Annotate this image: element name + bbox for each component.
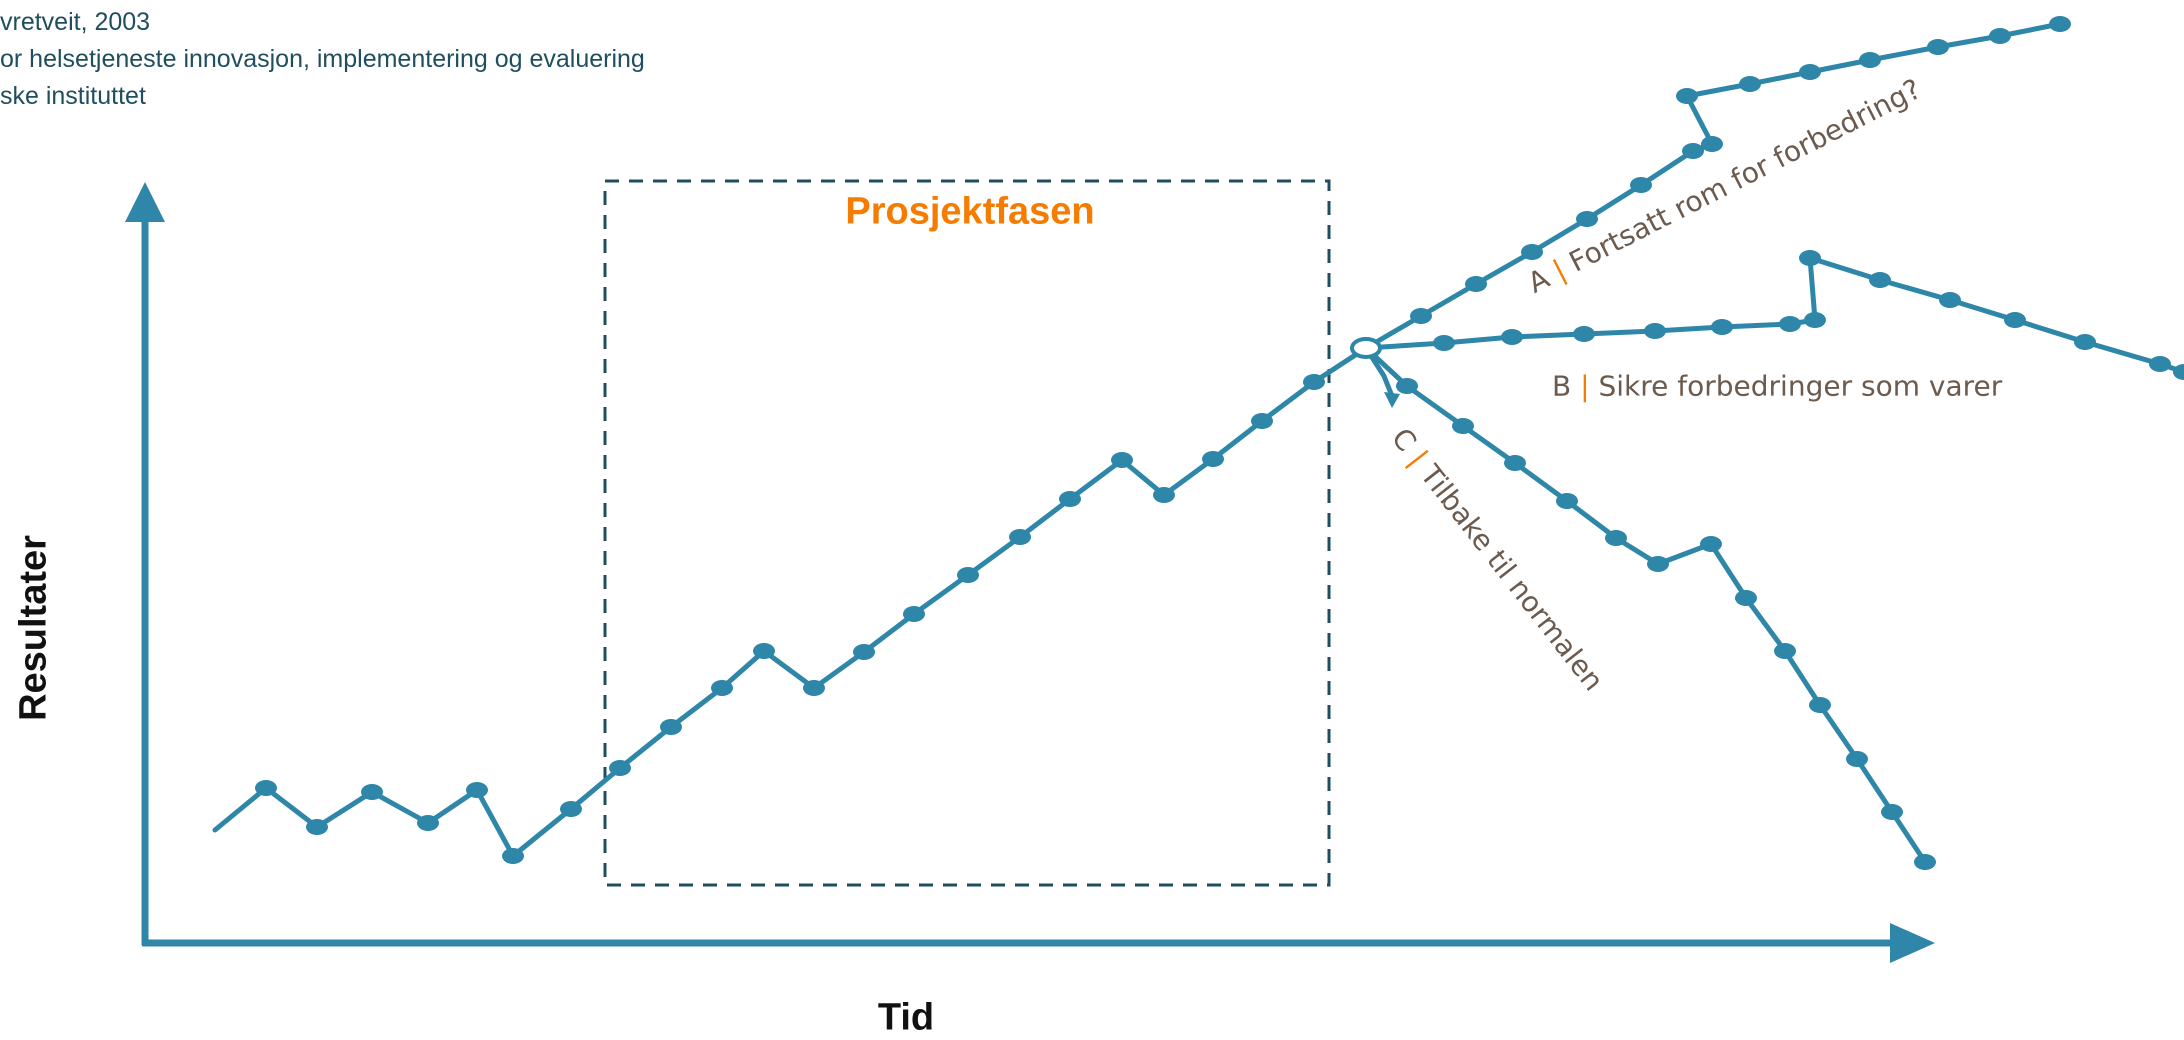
outcome-a-trend-point: [1701, 136, 1723, 152]
baseline-and-project-trend-point: [417, 815, 439, 831]
outcome-c-trend-point: [1504, 455, 1526, 471]
source-line-1: vretveit, 2003: [0, 8, 151, 36]
baseline-and-project-trend-point: [560, 801, 582, 817]
outcome-a-trend-point: [1576, 211, 1598, 227]
outcome-a-trend-point: [1465, 276, 1487, 292]
outcome-b-trend-point: [1779, 316, 1801, 332]
outcome-b-trend-point: [2074, 334, 2096, 350]
outcome-b-trend-point: [1939, 292, 1961, 308]
baseline-and-project-trend-point: [711, 680, 733, 696]
outcome-c-trend-point: [1914, 854, 1936, 870]
source-line-2: or helsetjeneste innovasjon, implementer…: [0, 45, 645, 73]
outcome-b-trend-point: [1501, 329, 1523, 345]
baseline-and-project-trend-point: [255, 780, 277, 796]
outcome-c-trend-point: [1774, 643, 1796, 659]
outcome-a-trend-point: [1989, 28, 2011, 44]
baseline-and-project-trend-point: [1202, 451, 1224, 467]
axes: [125, 182, 1935, 963]
baseline-and-project-trend-point: [853, 644, 875, 660]
outcome-b-trend-point: [1804, 312, 1826, 328]
outcome-c-trend-point: [1556, 493, 1578, 509]
outcome-c-trend-point: [1396, 378, 1418, 394]
outcome-a-trend-point: [2049, 16, 2071, 32]
baseline-and-project-trend-line: [212, 345, 1369, 859]
outcome-b-trend-point: [2149, 356, 2171, 372]
outcome-c-trend-point: [1846, 751, 1868, 767]
baseline-and-project-trend-point: [466, 782, 488, 798]
outcome-b-letter: B: [1552, 369, 1572, 403]
trend-lines: [212, 16, 2184, 870]
outcome-b-trend-point: [1573, 326, 1595, 342]
project-phase-box: [603, 179, 1331, 887]
outcome-a-trend-point: [1682, 143, 1704, 159]
outcome-b-trend-point: [2004, 312, 2026, 328]
outcome-c-trend-point: [1881, 804, 1903, 820]
outcome-c-trend-point: [1605, 530, 1627, 546]
baseline-and-project-trend-point: [502, 848, 524, 864]
source-line-3: ske instituttet: [0, 82, 146, 110]
outcome-a-trend-point: [1739, 76, 1761, 92]
outcome-a-trend-point: [1521, 244, 1543, 260]
outcome-b-trend-point: [1644, 323, 1666, 339]
y-axis-arrowhead: [125, 182, 165, 222]
outcome-c-trend-point: [1700, 536, 1722, 552]
outcome-a-trend-point: [1630, 177, 1652, 193]
baseline-and-project-trend-point: [609, 760, 631, 776]
outcome-b-trend-point: [1711, 319, 1733, 335]
outcome-a-trend-point: [1676, 88, 1698, 104]
outcome-c-trend-line: [1363, 345, 1928, 865]
baseline-and-project-trend-point: [1251, 413, 1273, 429]
outcome-a-trend-point: [1859, 52, 1881, 68]
outcome-a-trend-point: [1799, 64, 1821, 80]
outcome-b-trend-point: [1869, 272, 1891, 288]
baseline-and-project-trend-point: [1111, 452, 1133, 468]
baseline-and-project-trend-point: [306, 819, 328, 835]
baseline-and-project-trend-point: [1009, 529, 1031, 545]
outcome-b-trend-point: [1433, 335, 1455, 351]
x-axis-label: Tid: [877, 996, 935, 1039]
baseline-and-project-trend-point: [660, 719, 682, 735]
outcome-c-trend-point: [1647, 556, 1669, 572]
baseline-and-project-trend-point: [361, 784, 383, 800]
baseline-and-project-trend-point: [903, 606, 925, 622]
outcome-b-trend-point: [1799, 250, 1821, 266]
baseline-and-project-trend-point: [1303, 374, 1325, 390]
baseline-and-project-trend-point: [803, 680, 825, 696]
y-axis-label: Resultater: [12, 535, 55, 721]
outcome-b-text: Sikre forbedringer som varer: [1598, 369, 2003, 403]
baseline-and-project-trend-point: [957, 567, 979, 583]
outcome-c-trend-point: [1452, 418, 1474, 434]
baseline-and-project-trend-point: [753, 643, 775, 659]
outcome-c-trend-point: [1809, 697, 1831, 713]
outcome-b-separator: |: [1580, 369, 1590, 403]
project-phase-label: Prosjektfasen: [845, 190, 1095, 233]
x-axis-arrowhead: [1890, 923, 1935, 963]
outcome-b-label: B | Sikre forbedringer som varer: [1552, 370, 2002, 403]
branch-point: [1350, 337, 1382, 359]
outcome-b-trend-point: [2173, 364, 2184, 380]
outcome-c-arrowhead: [1384, 392, 1400, 408]
outcome-a-trend-point: [1927, 39, 1949, 55]
outcome-c-trend-point: [1735, 590, 1757, 606]
baseline-and-project-trend-point: [1153, 487, 1175, 503]
outcome-a-trend-point: [1410, 308, 1432, 324]
baseline-and-project-trend-point: [1059, 491, 1081, 507]
